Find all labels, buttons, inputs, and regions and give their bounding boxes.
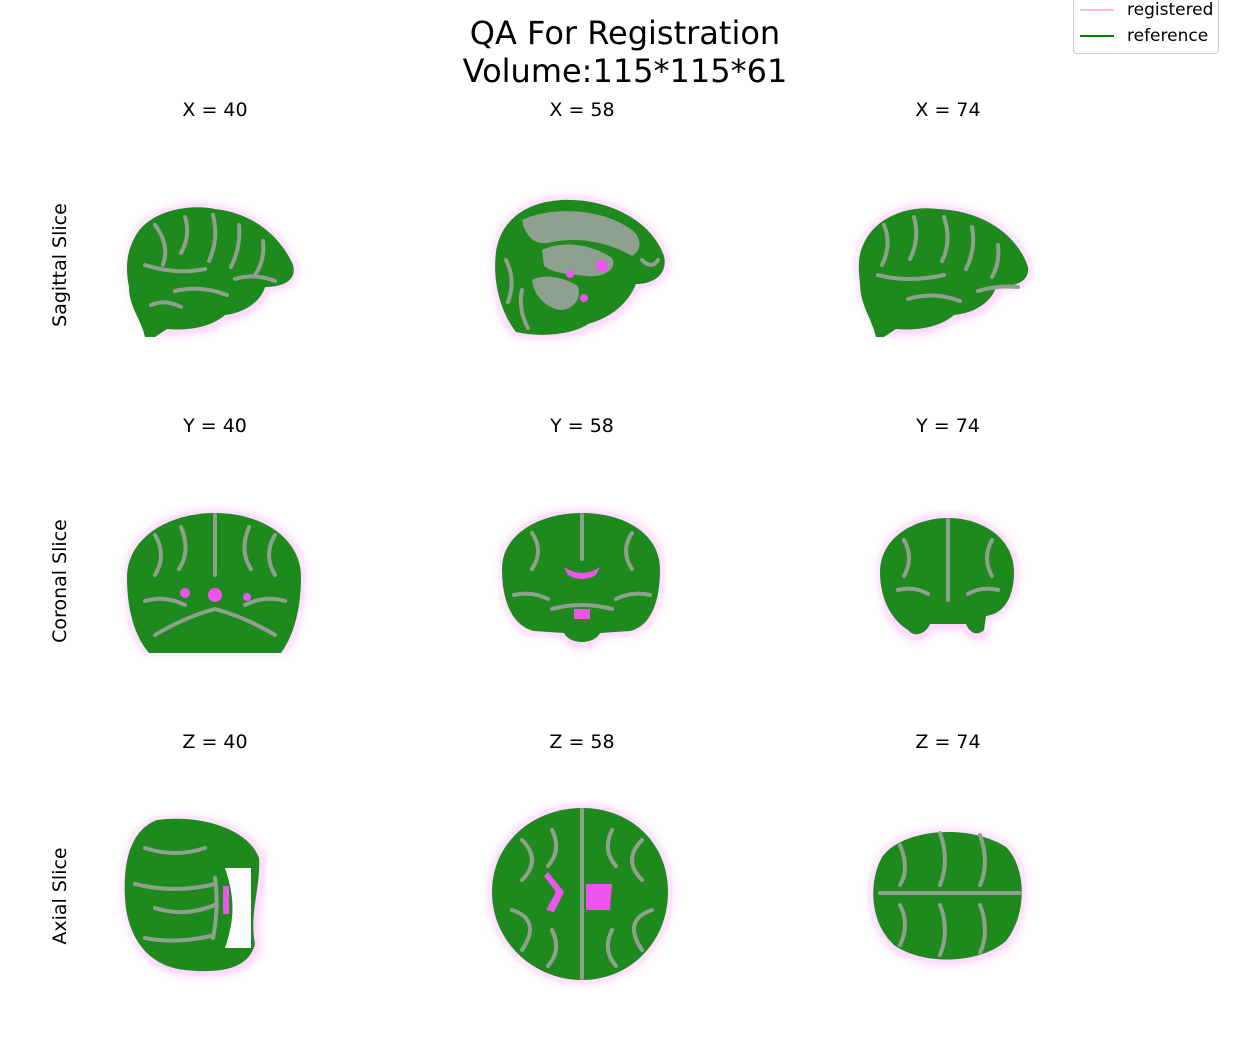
brain-slice-axial-z74: [869, 828, 1026, 966]
slice-title-x58: X = 58: [549, 99, 615, 121]
slice-title-y40: Y = 40: [183, 415, 247, 437]
legend-item-reference: reference: [1080, 25, 1208, 47]
brain-slice-coronal-y58: [500, 509, 664, 649]
brain-slice-axial-z58: [488, 804, 672, 984]
slice-title-z74: Z = 74: [915, 731, 981, 753]
legend-label-registered: registered: [1127, 0, 1214, 20]
slice-title-z58: Z = 58: [549, 731, 615, 753]
row-label-axial: Axial Slice: [49, 847, 71, 945]
title-line-2: Volume:115*115*61: [462, 52, 788, 90]
slice-title-y58: Y = 58: [550, 415, 614, 437]
slice-title-x40: X = 40: [182, 99, 248, 121]
legend-line-reference: [1080, 35, 1114, 37]
brain-slice-sagittal-x40: [126, 203, 298, 337]
title-line-1: QA For Registration: [469, 14, 781, 52]
figure-title: QA For Registration Volume:115*115*61: [0, 14, 1250, 90]
brain-slice-sagittal-x58: [492, 195, 669, 340]
brain-slice-coronal-y40: [125, 509, 305, 653]
legend-item-registered: registered: [1080, 0, 1213, 21]
brain-slice-sagittal-x74: [856, 204, 1033, 337]
row-label-coronal: Coronal Slice: [49, 519, 71, 643]
slice-title-z40: Z = 40: [182, 731, 248, 753]
slice-title-y74: Y = 74: [916, 415, 980, 437]
slice-title-x74: X = 74: [915, 99, 981, 121]
brain-slice-coronal-y74: [878, 514, 1018, 642]
legend-label-reference: reference: [1127, 26, 1209, 46]
legend: registered reference: [1073, 0, 1219, 54]
row-label-sagittal: Sagittal Slice: [49, 203, 71, 327]
brain-slice-axial-z40: [122, 816, 266, 977]
legend-line-registered: [1080, 9, 1114, 11]
